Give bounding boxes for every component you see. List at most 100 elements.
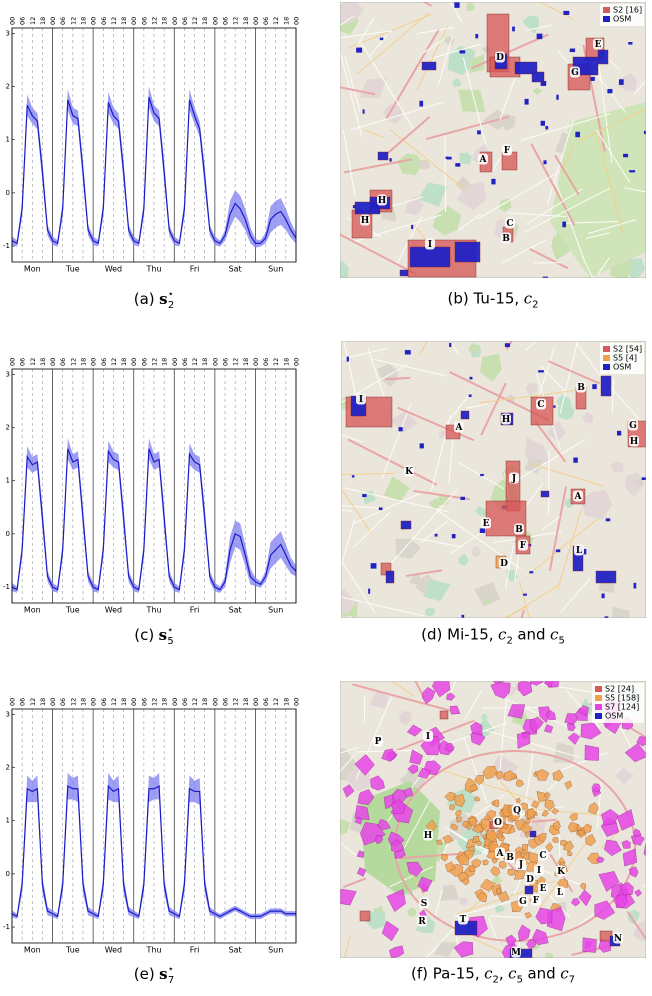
road: [383, 116, 431, 157]
region: [587, 852, 601, 864]
legend-swatch: [603, 16, 610, 22]
region: [557, 879, 568, 889]
region: [555, 549, 561, 553]
road: [389, 681, 392, 683]
map-area: [611, 606, 630, 618]
caption: (c) s⋆5: [134, 625, 174, 647]
road: [536, 346, 555, 402]
y-tick-label: 0: [6, 530, 10, 538]
road: [340, 2, 344, 5]
region-label: I: [359, 395, 363, 405]
map-area: [340, 747, 357, 781]
region: [645, 807, 646, 809]
x-tick-label: 00: [9, 17, 17, 25]
y-tick-label: 1: [6, 136, 10, 144]
x-tick-label: 12: [110, 17, 118, 25]
region: [472, 835, 480, 843]
region: [377, 819, 391, 831]
map-area: [369, 689, 390, 709]
label-badge: [356, 393, 366, 405]
region: [578, 705, 589, 717]
region: [585, 833, 596, 847]
region-label: Q: [513, 806, 521, 816]
region: [436, 839, 443, 845]
region: [476, 892, 488, 903]
map-area: [417, 182, 448, 207]
label-badge: [573, 490, 583, 502]
caption: (d) Mi-15, c2 and c5: [421, 626, 565, 647]
x-tick-label: 12: [69, 358, 77, 366]
road: [596, 778, 603, 829]
region: [399, 269, 409, 277]
road: [611, 378, 615, 413]
label-badge: [593, 38, 603, 50]
region: [419, 100, 424, 107]
road: [626, 910, 646, 941]
series-line: [11, 784, 296, 918]
caption-part: 5: [167, 636, 174, 647]
x-tick-label: 00: [211, 17, 219, 25]
region: [417, 876, 433, 892]
region: [391, 799, 406, 815]
legend-label: S2 [24]: [605, 685, 634, 694]
region: [553, 405, 556, 408]
map-area: [447, 45, 475, 75]
day-label: Mon: [24, 265, 41, 274]
region: [398, 427, 403, 432]
legend-box: [600, 4, 644, 26]
road: [344, 56, 361, 112]
label-badge: [425, 238, 435, 250]
road: [341, 472, 395, 475]
x-tick-label: 00: [252, 358, 260, 366]
x-tick-label: 06: [262, 358, 270, 366]
region: [392, 789, 408, 804]
road: [341, 559, 376, 613]
x-tick-label: 00: [252, 17, 260, 25]
road: [367, 348, 388, 406]
region: [409, 246, 451, 268]
region: [370, 775, 385, 791]
map-area: [484, 598, 492, 605]
label-badge: [534, 864, 544, 876]
x-tick-label: 00: [130, 358, 138, 366]
region: [544, 791, 551, 799]
road: [450, 2, 462, 23]
x-tick-label: 06: [222, 358, 230, 366]
region: [354, 816, 363, 825]
y-tick-label: 0: [6, 189, 10, 197]
region: [505, 934, 517, 947]
region: [480, 878, 496, 892]
region-label: G: [571, 68, 579, 78]
road: [417, 26, 455, 34]
region: [461, 614, 465, 618]
region: [422, 687, 436, 705]
region-label: E: [483, 519, 490, 529]
x-tick-label: 00: [293, 698, 301, 706]
map-area: [340, 2, 365, 26]
map-area: [556, 393, 572, 413]
region-label: E: [540, 884, 547, 894]
map-area: [456, 181, 487, 210]
map-area: [383, 476, 410, 503]
region: [597, 49, 609, 65]
region-label: H: [378, 196, 387, 206]
day-label: Mon: [24, 946, 41, 955]
map-area: [397, 153, 423, 176]
road: [562, 221, 619, 224]
region: [540, 490, 550, 498]
region: [370, 563, 377, 569]
legend-label: S5 [4]: [613, 354, 637, 363]
x-tick-label: 00: [171, 17, 179, 25]
label-badge: [556, 865, 566, 877]
region-label: I: [537, 866, 541, 876]
x-tick-label: 00: [9, 698, 17, 706]
label-badge: [525, 873, 535, 885]
label-badge: [509, 472, 519, 484]
region-label: K: [405, 467, 414, 477]
region: [623, 153, 629, 158]
caption-part: ⋆: [167, 289, 174, 300]
x-tick-label: 18: [201, 358, 209, 366]
x-tick-label: 06: [140, 358, 148, 366]
map: D E G A F HH CB I S2 [16]OSM: [340, 2, 646, 278]
